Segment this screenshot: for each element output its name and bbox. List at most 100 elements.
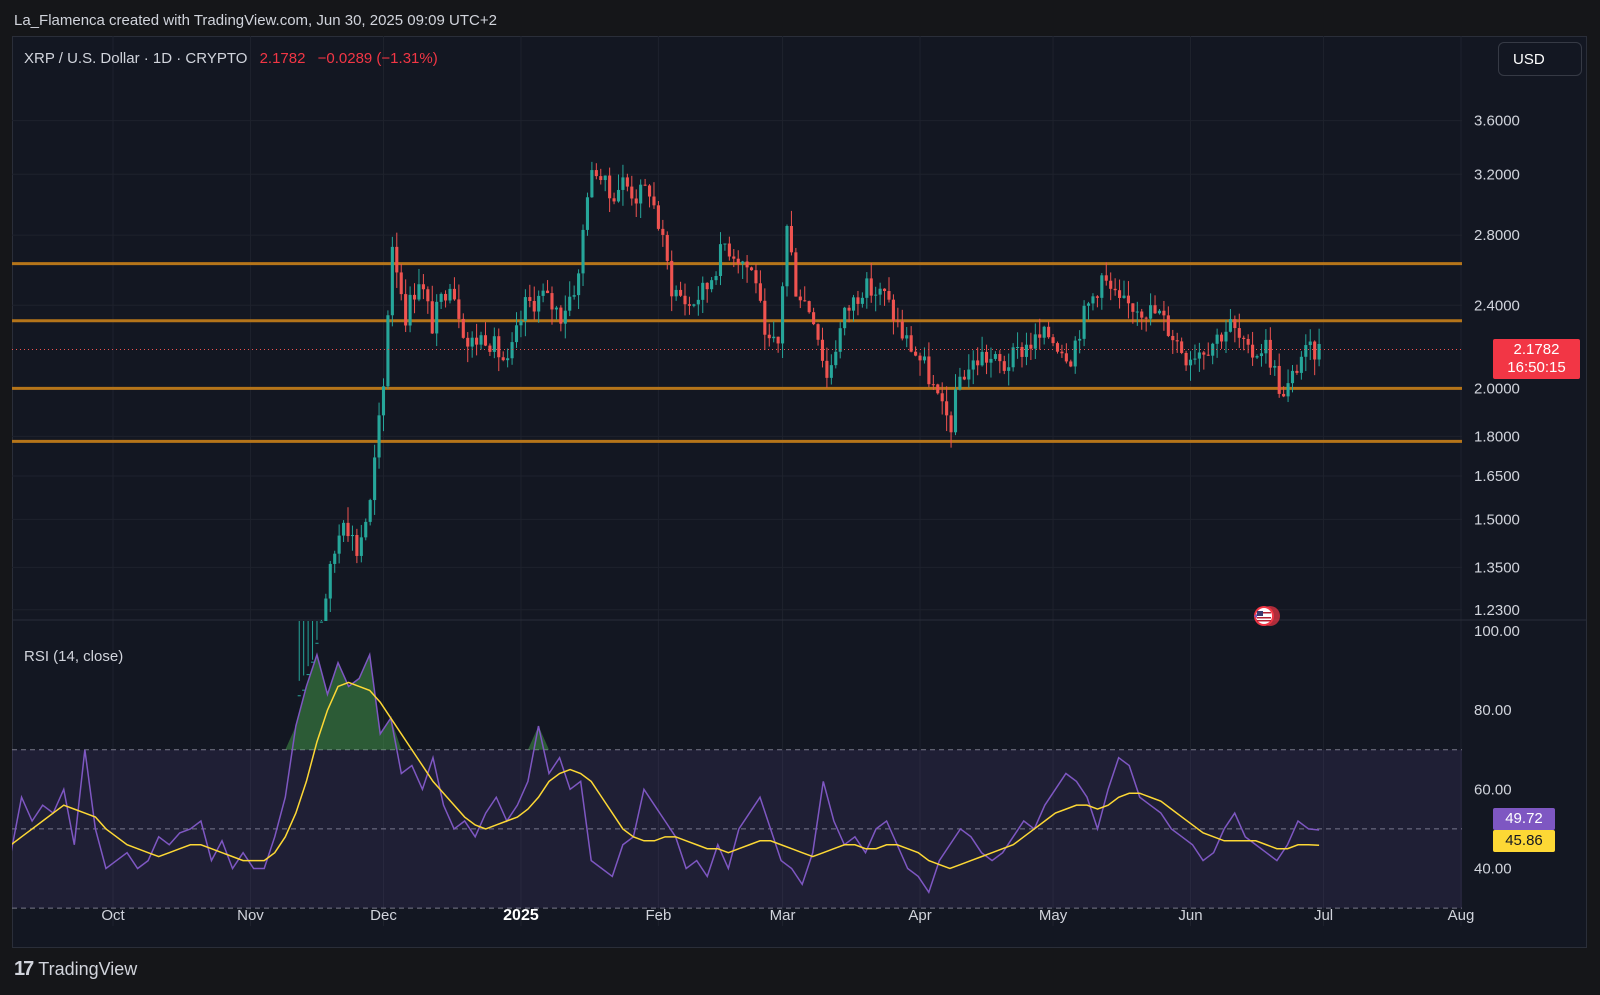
candle-up bbox=[319, 619, 323, 623]
candle-body bbox=[874, 294, 878, 296]
candle-body bbox=[324, 598, 328, 621]
candle-down bbox=[395, 232, 399, 288]
x-tick-label: Aug bbox=[1448, 907, 1475, 924]
rsi-axis-label: 40.00 bbox=[1474, 861, 1512, 878]
candle-down bbox=[430, 285, 434, 334]
candle-up bbox=[1135, 301, 1139, 326]
candle-up bbox=[333, 550, 337, 573]
candle-body bbox=[457, 299, 461, 319]
symbol-name[interactable]: XRP / U.S. Dollar · 1D · CRYPTO bbox=[24, 50, 248, 67]
candle-up bbox=[390, 236, 394, 327]
candle-down bbox=[745, 255, 749, 283]
candle-down bbox=[763, 288, 767, 351]
footer-brand[interactable]: TradingView bbox=[38, 959, 138, 979]
candle-down bbox=[891, 294, 895, 335]
candle-body bbox=[1002, 361, 1006, 371]
candle-down bbox=[798, 289, 802, 309]
candle-body bbox=[767, 334, 771, 339]
us-flag-event-icon[interactable] bbox=[1252, 604, 1282, 628]
candle-up bbox=[714, 271, 718, 285]
currency-button[interactable]: USD bbox=[1498, 42, 1582, 76]
candle-down bbox=[1268, 327, 1272, 375]
candle-down bbox=[466, 332, 470, 363]
candle-down bbox=[984, 344, 989, 375]
x-tick-label: Oct bbox=[101, 907, 125, 924]
candle-body bbox=[1153, 305, 1157, 314]
candle-up bbox=[350, 525, 354, 551]
candle-up bbox=[373, 444, 377, 515]
candle-up bbox=[1299, 351, 1303, 380]
candle-body bbox=[1184, 352, 1188, 366]
x-tick-label: Jul bbox=[1314, 907, 1333, 924]
candle-down bbox=[559, 305, 563, 332]
candle-body bbox=[745, 261, 749, 268]
rsi-legend[interactable]: RSI (14, close) bbox=[24, 648, 124, 665]
candle-down bbox=[1295, 364, 1299, 375]
candle-down bbox=[998, 350, 1002, 374]
candle-body bbox=[510, 342, 514, 359]
candle-body bbox=[843, 307, 847, 329]
candle-body bbox=[1024, 344, 1028, 357]
candle-body bbox=[585, 197, 590, 230]
candle-body bbox=[1273, 365, 1277, 368]
candle-body bbox=[927, 356, 931, 385]
candle-body bbox=[337, 535, 341, 554]
candle-body bbox=[856, 297, 860, 304]
candle-body bbox=[878, 288, 882, 295]
candle-down bbox=[1020, 342, 1024, 368]
price-change: −0.0289 (−1.31%) bbox=[317, 50, 438, 67]
candle-up bbox=[603, 175, 607, 192]
candle-body bbox=[1215, 334, 1219, 344]
candle-body bbox=[1095, 296, 1099, 298]
candle-body bbox=[984, 351, 989, 363]
candle-down bbox=[670, 250, 674, 312]
candle-body bbox=[1020, 346, 1024, 357]
candle-down bbox=[794, 247, 798, 297]
candle-body bbox=[647, 185, 652, 197]
candle-up bbox=[306, 621, 310, 676]
candle-up bbox=[971, 350, 975, 385]
candle-up bbox=[386, 310, 390, 389]
candle-down bbox=[404, 279, 408, 333]
candle-body bbox=[1051, 337, 1055, 344]
candle-down bbox=[1251, 331, 1255, 366]
candle-body bbox=[1131, 303, 1135, 312]
candle-body bbox=[1064, 353, 1068, 362]
candle-up bbox=[554, 305, 558, 320]
candle-body bbox=[758, 283, 762, 301]
candle-up bbox=[315, 621, 319, 644]
x-tick-label: Feb bbox=[645, 907, 671, 924]
price-axis-label: 1.6500 bbox=[1474, 468, 1520, 485]
candle-down bbox=[546, 280, 550, 294]
candle-body bbox=[532, 300, 536, 312]
candle-down bbox=[736, 250, 740, 274]
candle-body bbox=[652, 196, 656, 206]
candle-up bbox=[563, 295, 567, 339]
candle-body bbox=[435, 301, 439, 334]
candle-up bbox=[1122, 280, 1126, 299]
candle-up bbox=[1091, 293, 1095, 311]
candle-up bbox=[781, 282, 785, 358]
candle-body bbox=[1047, 326, 1051, 338]
candle-down bbox=[412, 283, 417, 314]
candle-up bbox=[417, 268, 421, 302]
candle-body bbox=[1237, 328, 1241, 338]
rsi-axis-label: 80.00 bbox=[1474, 702, 1512, 719]
candle-down bbox=[1064, 343, 1068, 364]
candle-up bbox=[1024, 332, 1028, 366]
candle-body bbox=[1104, 275, 1108, 281]
candle-down bbox=[1038, 318, 1042, 350]
candle-body bbox=[838, 328, 842, 352]
candle-up bbox=[1193, 344, 1197, 365]
candle-up bbox=[696, 286, 700, 316]
candle-body bbox=[342, 522, 346, 536]
candle-body bbox=[683, 295, 687, 305]
candle-down bbox=[1233, 315, 1237, 343]
candle-down bbox=[909, 326, 913, 353]
candle-body bbox=[1228, 319, 1232, 332]
x-tick-label: Dec bbox=[370, 907, 397, 924]
chart-canvas[interactable]: Oct Nov Dec 2025 Feb Mar Apr May Jun Jul Aug 1.2300… bbox=[12, 36, 1587, 948]
candle-up bbox=[1082, 300, 1086, 347]
candle-body bbox=[608, 175, 612, 199]
candle-body bbox=[1060, 351, 1064, 354]
